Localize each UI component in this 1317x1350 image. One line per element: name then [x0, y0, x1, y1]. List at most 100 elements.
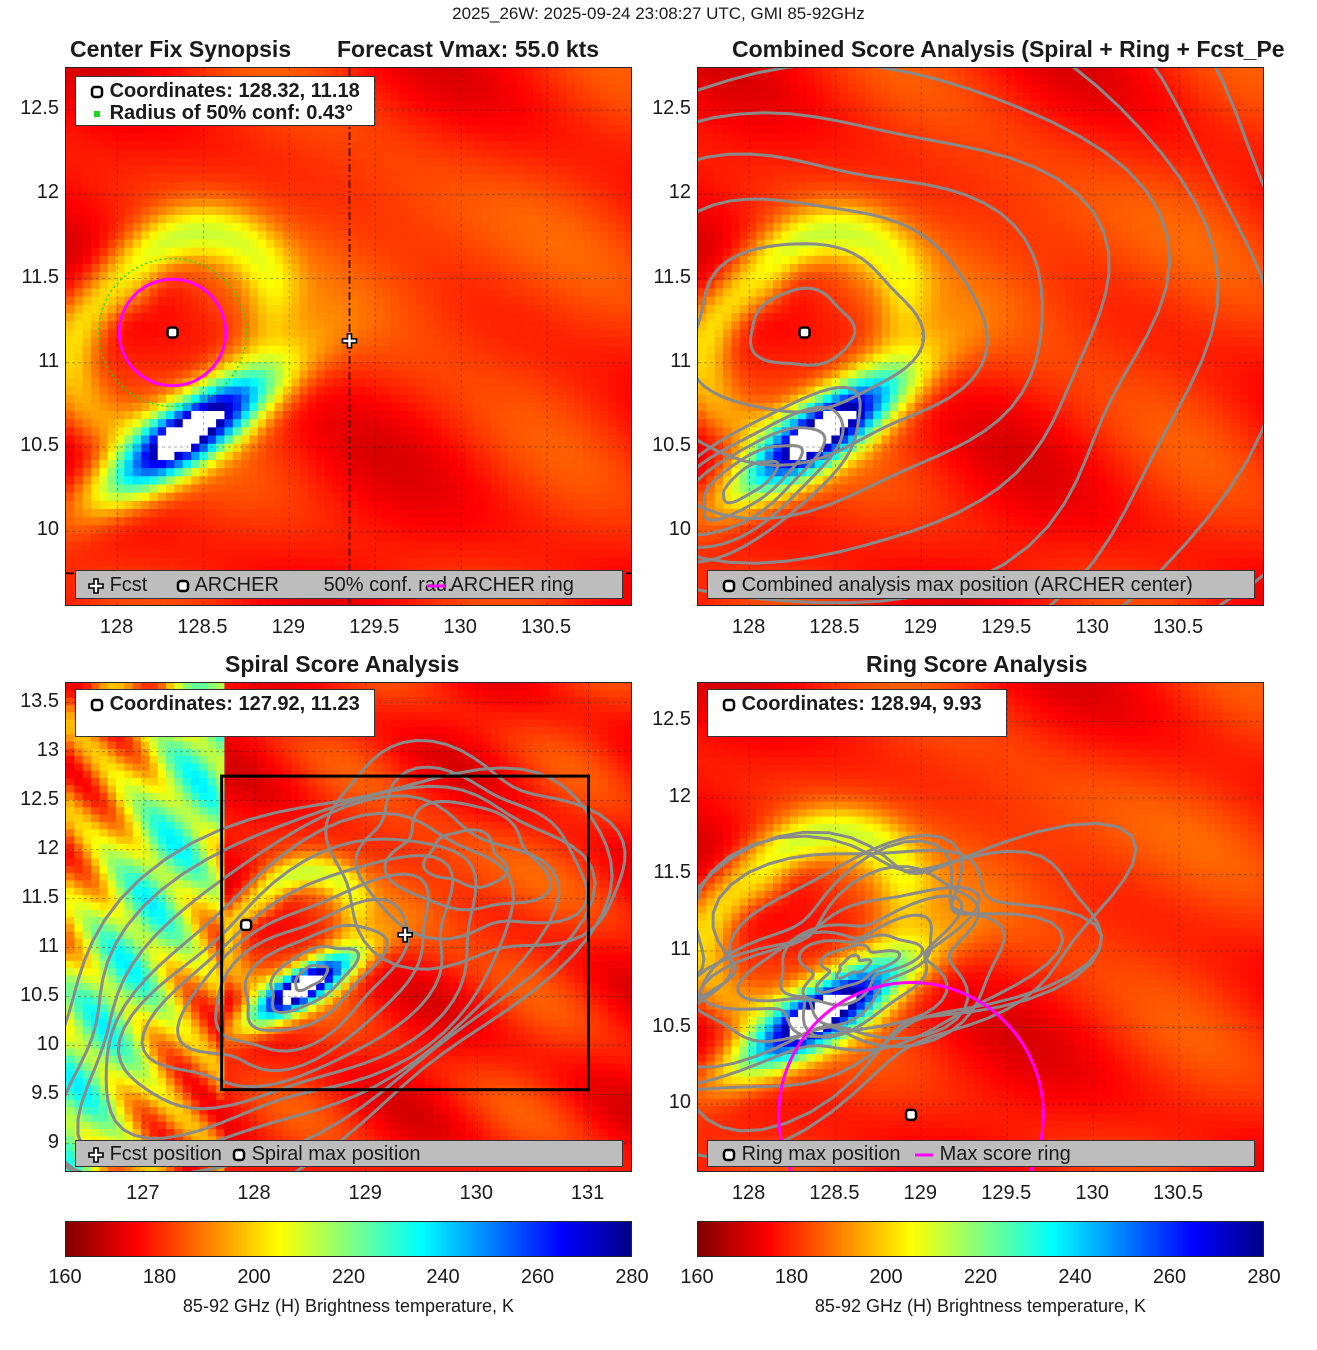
y-tick-label: 9.5 — [31, 1081, 59, 1104]
contour-line — [698, 68, 1172, 605]
contour-line — [814, 943, 902, 994]
y-tick-label: 10 — [668, 518, 691, 541]
y-tick-label: 11.5 — [21, 265, 59, 288]
x-tick-label: 130.5 — [521, 616, 572, 638]
y-tick-label: 10 — [36, 518, 59, 541]
synopsis-map — [66, 68, 631, 605]
contour-line — [698, 385, 862, 564]
synopsis-legend: Fcst ARCHER 50% conf. rad. ARCHER ring — [75, 570, 623, 599]
x-tick-label: 129 — [271, 616, 306, 638]
y-tick-label: 12 — [668, 181, 691, 204]
colorbar-tick-label: 260 — [520, 1266, 555, 1288]
y-tick-label: 12.5 — [652, 97, 691, 120]
legend-fcst: Fcst — [88, 574, 147, 597]
legend-max-score-ring: Max score ring — [914, 1143, 1071, 1166]
synopsis-radius: Radius of 50% conf: 0.43° — [109, 102, 354, 124]
synopsis-title: Center Fix Synopsis — [70, 36, 292, 62]
x-tick-label: 127 — [126, 1182, 160, 1204]
square-marker-icon — [90, 698, 104, 712]
colorbar-tick-label: 220 — [963, 1266, 998, 1288]
synopsis-radius-row: Radius of 50% conf: 0.43° — [90, 102, 353, 125]
ring-coords-row: Coordinates: 128.94, 9.93 — [722, 693, 982, 716]
ring-legend: Ring max position Max score ring — [707, 1140, 1255, 1167]
y-tick-label: 11 — [670, 937, 691, 960]
legend-archer-ring: ARCHER ring — [426, 574, 574, 597]
x-tick-label: 129.5 — [981, 1182, 1032, 1204]
contour-line — [104, 811, 515, 1140]
contour-line — [721, 459, 780, 505]
contour-line — [797, 933, 925, 1007]
y-tick-label: 11 — [38, 934, 59, 957]
plus-marker-icon — [88, 577, 104, 594]
y-tick-label: 12.5 — [20, 97, 59, 120]
y-tick-label: 11.5 — [21, 885, 59, 908]
ring-line-icon — [914, 1148, 934, 1162]
combined-map — [698, 68, 1263, 605]
synopsis-info-box: Coordinates: 128.32, 11.18 Radius of 50%… — [75, 76, 375, 126]
x-tick-label: 129 — [903, 1182, 938, 1204]
colorbar-left — [65, 1221, 632, 1257]
square-marker-icon — [232, 1148, 246, 1162]
legend-conf-rad: 50% conf. rad. — [323, 574, 453, 596]
colorbar-tick-label: 260 — [1152, 1266, 1187, 1288]
colorbar-tick-label: 200 — [237, 1266, 271, 1288]
colorbar-label-right: 85-92 GHz (H) Brightness temperature, K — [814, 1296, 1147, 1316]
x-tick-label: 130.5 — [1153, 616, 1204, 638]
colorbar-label-left: 85-92 GHz (H) Brightness temperature, K — [182, 1296, 515, 1316]
fcst-position-marker — [397, 927, 413, 943]
contour-line — [269, 945, 361, 1015]
spiral-info-box: Coordinates: 127.92, 11.23 — [75, 689, 375, 737]
square-marker-icon — [722, 579, 736, 593]
square-marker-icon — [722, 1148, 736, 1162]
contour-line — [698, 848, 1104, 1091]
legend-archer: ARCHER — [176, 574, 279, 597]
x-tick-label: 130 — [1075, 1182, 1109, 1204]
band-contours — [698, 385, 862, 564]
contour-line — [76, 794, 561, 1166]
contour-line — [294, 963, 330, 993]
y-tick-label: 10.5 — [652, 433, 691, 456]
colorbar-tick-label: 220 — [331, 1266, 366, 1288]
x-tick-label: 130 — [1075, 616, 1109, 638]
figure-title: 2025_26W: 2025-09-24 23:08:27 UTC, GMI 8… — [452, 4, 865, 23]
contour-line — [354, 765, 589, 941]
synopsis-coords-row: Coordinates: 128.32, 11.18 — [90, 80, 360, 103]
contour-line — [243, 923, 389, 1032]
spiral-title: Spiral Score Analysis — [225, 651, 460, 677]
ring-map — [698, 683, 1263, 1171]
contour-line — [383, 799, 552, 912]
spiral-legend: Fcst position Spiral max position — [75, 1140, 623, 1167]
x-tick-label: 129.5 — [981, 616, 1032, 638]
combined-max-marker — [798, 326, 811, 339]
contour-line — [835, 953, 873, 980]
x-tick-label: 128 — [237, 1182, 271, 1204]
contour-line — [702, 444, 804, 522]
outer-contours — [324, 738, 627, 971]
square-marker-icon — [722, 698, 736, 712]
y-tick-label: 13.5 — [20, 689, 59, 712]
contour-line — [176, 872, 430, 1073]
colorbar-tick-label: 240 — [426, 1266, 460, 1288]
x-tick-label: 128.5 — [809, 1182, 860, 1204]
y-tick-label: 10.5 — [652, 1014, 691, 1037]
legend-ring-max: Ring max position — [722, 1143, 901, 1166]
analysis-domain-box — [220, 774, 591, 1092]
legend-combined-max: Combined analysis max position (ARCHER c… — [722, 574, 1193, 597]
spiral-coords-row: Coordinates: 127.92, 11.23 — [90, 693, 360, 716]
plus-marker-icon — [88, 1146, 104, 1163]
colorbar-tick-label: 160 — [48, 1266, 82, 1288]
conf-radius-circle — [97, 257, 248, 408]
contour-line — [324, 738, 627, 971]
contour-line — [422, 828, 509, 889]
contour-line — [698, 197, 989, 467]
max-score-ring — [777, 981, 1045, 1171]
y-tick-label: 10.5 — [20, 983, 59, 1006]
y-tick-label: 12 — [36, 836, 59, 859]
contour-line — [698, 821, 1138, 1160]
contour-line — [698, 152, 1044, 521]
y-tick-label: 12 — [36, 181, 59, 204]
x-tick-label: 129.5 — [349, 616, 400, 638]
y-tick-label: 11 — [670, 349, 691, 372]
legend-fcst-position: Fcst position — [88, 1143, 222, 1166]
y-tick-label: 11 — [38, 349, 59, 372]
